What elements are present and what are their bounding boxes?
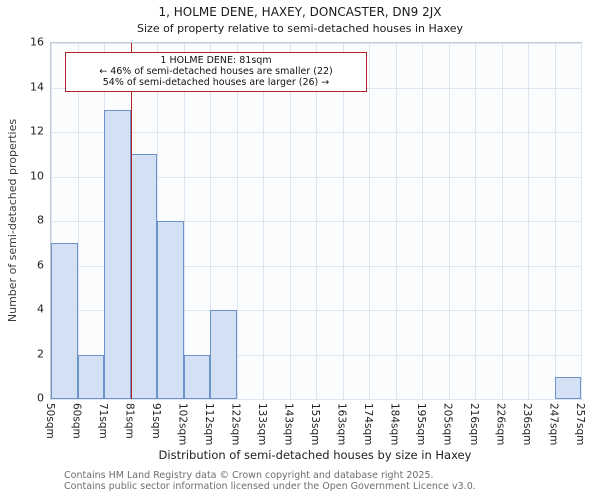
bar-81sqm-to-91sqm xyxy=(130,154,157,399)
bar-60sqm-to-71sqm xyxy=(77,354,104,399)
x-tick-label: 102sqm xyxy=(176,403,189,446)
footer-attribution-line-1: Contains HM Land Registry data © Crown c… xyxy=(64,470,434,481)
horizontal-gridline xyxy=(51,221,581,222)
annotation-line-2: ← 46% of semi-detached houses are smalle… xyxy=(99,66,333,77)
y-tick-label: 16 xyxy=(30,35,44,49)
property-marker-line xyxy=(130,43,132,399)
y-tick-label: 10 xyxy=(30,169,44,182)
x-tick-label: 163sqm xyxy=(335,403,348,446)
y-tick-label: 14 xyxy=(30,80,44,93)
horizontal-gridline xyxy=(51,132,581,133)
bar-102sqm-to-112sqm xyxy=(183,354,210,399)
x-tick-label: 174sqm xyxy=(362,403,374,446)
x-tick-label: 112sqm xyxy=(203,403,215,446)
y-tick-label: 12 xyxy=(30,124,44,138)
x-tick-label: 91sqm xyxy=(150,403,162,439)
x-axis-title: Distribution of semi-detached houses by … xyxy=(158,448,472,462)
horizontal-gridline xyxy=(51,399,581,400)
x-tick-label: 60sqm xyxy=(70,403,83,439)
x-tick-label: 247sqm xyxy=(547,403,560,446)
x-tick-label: 50sqm xyxy=(44,403,56,439)
x-axis-ticks: 50sqm 60sqm 71sqm 81sqm 91sqm 102sqm 112sqm 122… xyxy=(44,401,586,449)
horizontal-gridline xyxy=(51,310,581,311)
x-tick-label: 236sqm xyxy=(521,403,533,446)
x-tick-label: 143sqm xyxy=(282,403,295,446)
x-tick-label: 133sqm xyxy=(256,403,268,446)
x-tick-label: 81sqm xyxy=(123,403,136,439)
annotation-line-1: 1 HOLME DENE: 81sqm xyxy=(160,55,272,66)
annotation-box: 1 HOLME DENE: 81sqm ← 46% of semi-detach… xyxy=(65,52,367,92)
y-tick-label: 6 xyxy=(37,258,44,271)
horizontal-gridline xyxy=(51,265,581,267)
y-tick-label: 0 xyxy=(37,391,44,405)
horizontal-gridline xyxy=(51,43,581,44)
x-tick-label: 205sqm xyxy=(441,403,454,446)
y-tick-label: 2 xyxy=(37,347,44,360)
bar-71sqm-to-81sqm xyxy=(104,109,131,399)
y-tick-label: 4 xyxy=(37,302,44,316)
bar-50sqm-to-60sqm xyxy=(51,243,78,399)
bar-112sqm-to-122sqm xyxy=(210,310,237,399)
horizontal-gridline xyxy=(51,176,581,178)
chart-subtitle: Size of property relative to semi-detach… xyxy=(137,22,463,35)
x-tick-label: 184sqm xyxy=(388,403,401,446)
x-tick-label: 153sqm xyxy=(309,403,321,446)
x-tick-label: 216sqm xyxy=(468,403,480,446)
x-tick-label: 195sqm xyxy=(415,403,427,446)
horizontal-gridline xyxy=(51,354,581,356)
annotation-line-3: 54% of semi-detached houses are larger (… xyxy=(102,77,330,88)
bar-91sqm-to-102sqm xyxy=(157,221,184,399)
x-tick-label: 71sqm xyxy=(97,403,109,439)
plot-area: 1 HOLME DENE: 81sqm ← 46% of semi-detach… xyxy=(50,42,582,400)
x-tick-label: 226sqm xyxy=(494,403,507,446)
vertical-gridline xyxy=(581,43,582,399)
x-tick-label: 122sqm xyxy=(229,403,242,446)
x-tick-label: 257sqm xyxy=(574,403,586,446)
y-tick-label: 8 xyxy=(37,213,44,227)
footer-attribution-line-2: Contains public sector information licen… xyxy=(64,481,476,492)
chart-title: 1, HOLME DENE, HAXEY, DONCASTER, DN9 2JX xyxy=(158,5,442,19)
bar-247sqm-to-257sqm xyxy=(554,376,581,399)
